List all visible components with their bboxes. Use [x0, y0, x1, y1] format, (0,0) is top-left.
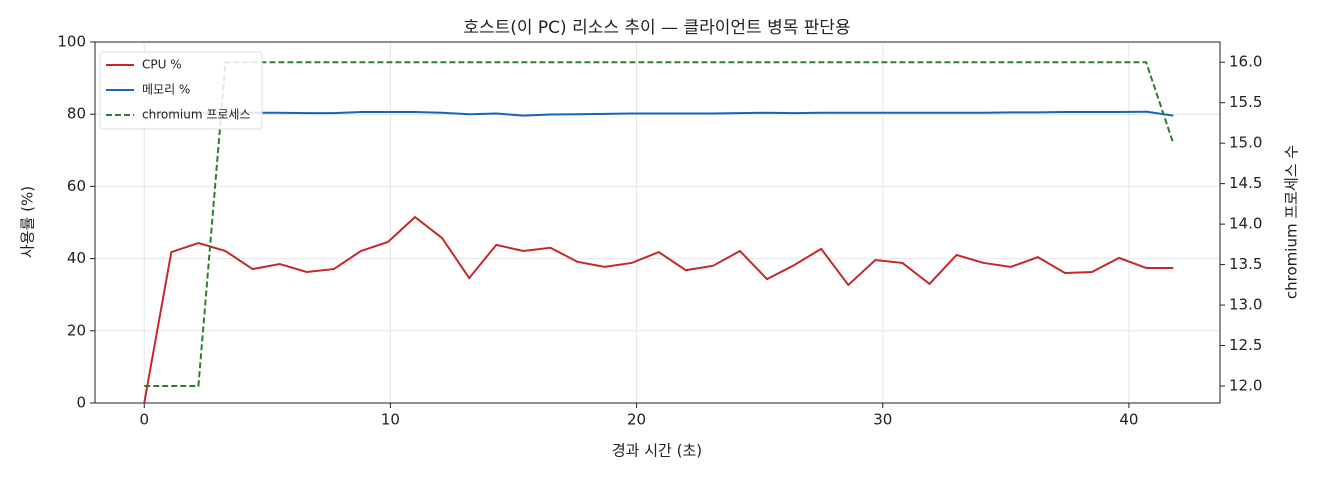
x-tick-label: 10	[381, 411, 400, 429]
y2-tick-label: 15.0	[1229, 134, 1262, 152]
series-line	[144, 110, 1174, 117]
legend-label: CPU %	[142, 58, 182, 72]
legend: CPU % 메모리 % chromium 프로세스	[99, 51, 263, 130]
y-tick-label: 0	[76, 394, 86, 412]
y-tick-label: 40	[67, 249, 86, 267]
y-tick-label: 80	[67, 105, 86, 123]
y2-tick-label: 14.5	[1229, 174, 1262, 192]
y2-tick-label: 16.0	[1229, 53, 1262, 71]
y2-tick-label: 13.0	[1229, 296, 1262, 314]
y2-tick-label: 12.0	[1229, 377, 1262, 395]
series-line	[144, 61, 1175, 388]
x-tick-label: 0	[139, 411, 149, 429]
y2-axis-label: chromium 프로세스 수	[1283, 145, 1301, 299]
series-line	[143, 215, 1174, 404]
x-tick-label: 30	[873, 411, 892, 429]
chart-title: 호스트(이 PC) 리소스 추이 — 클라이언트 병목 판단용	[463, 18, 850, 38]
y-tick-label: 100	[57, 33, 86, 51]
y2-tick-label: 12.5	[1229, 336, 1262, 354]
plot-frame	[94, 41, 1221, 404]
legend-label: 메모리 %	[142, 83, 190, 97]
y-tick-label: 60	[67, 177, 86, 195]
y2-tick-label: 15.5	[1229, 93, 1262, 111]
x-axis-label: 경과 시간 (초)	[612, 442, 702, 460]
x-tick-label: 40	[1119, 411, 1138, 429]
y-axis-label: 사용률 (%)	[19, 186, 37, 258]
legend-box	[99, 51, 263, 130]
y-tick-label: 20	[67, 321, 86, 339]
legend-label: chromium 프로세스	[142, 108, 251, 122]
y2-tick-label: 14.0	[1229, 215, 1262, 233]
x-tick-label: 20	[627, 411, 646, 429]
y2-tick-label: 13.5	[1229, 255, 1262, 273]
